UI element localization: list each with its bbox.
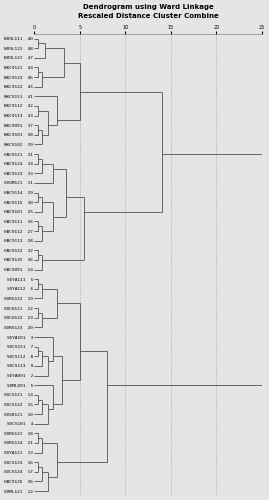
Title: Dendrogram using Ward Linkage
Rescaled Distance Cluster Combine: Dendrogram using Ward Linkage Rescaled D… (78, 4, 218, 18)
